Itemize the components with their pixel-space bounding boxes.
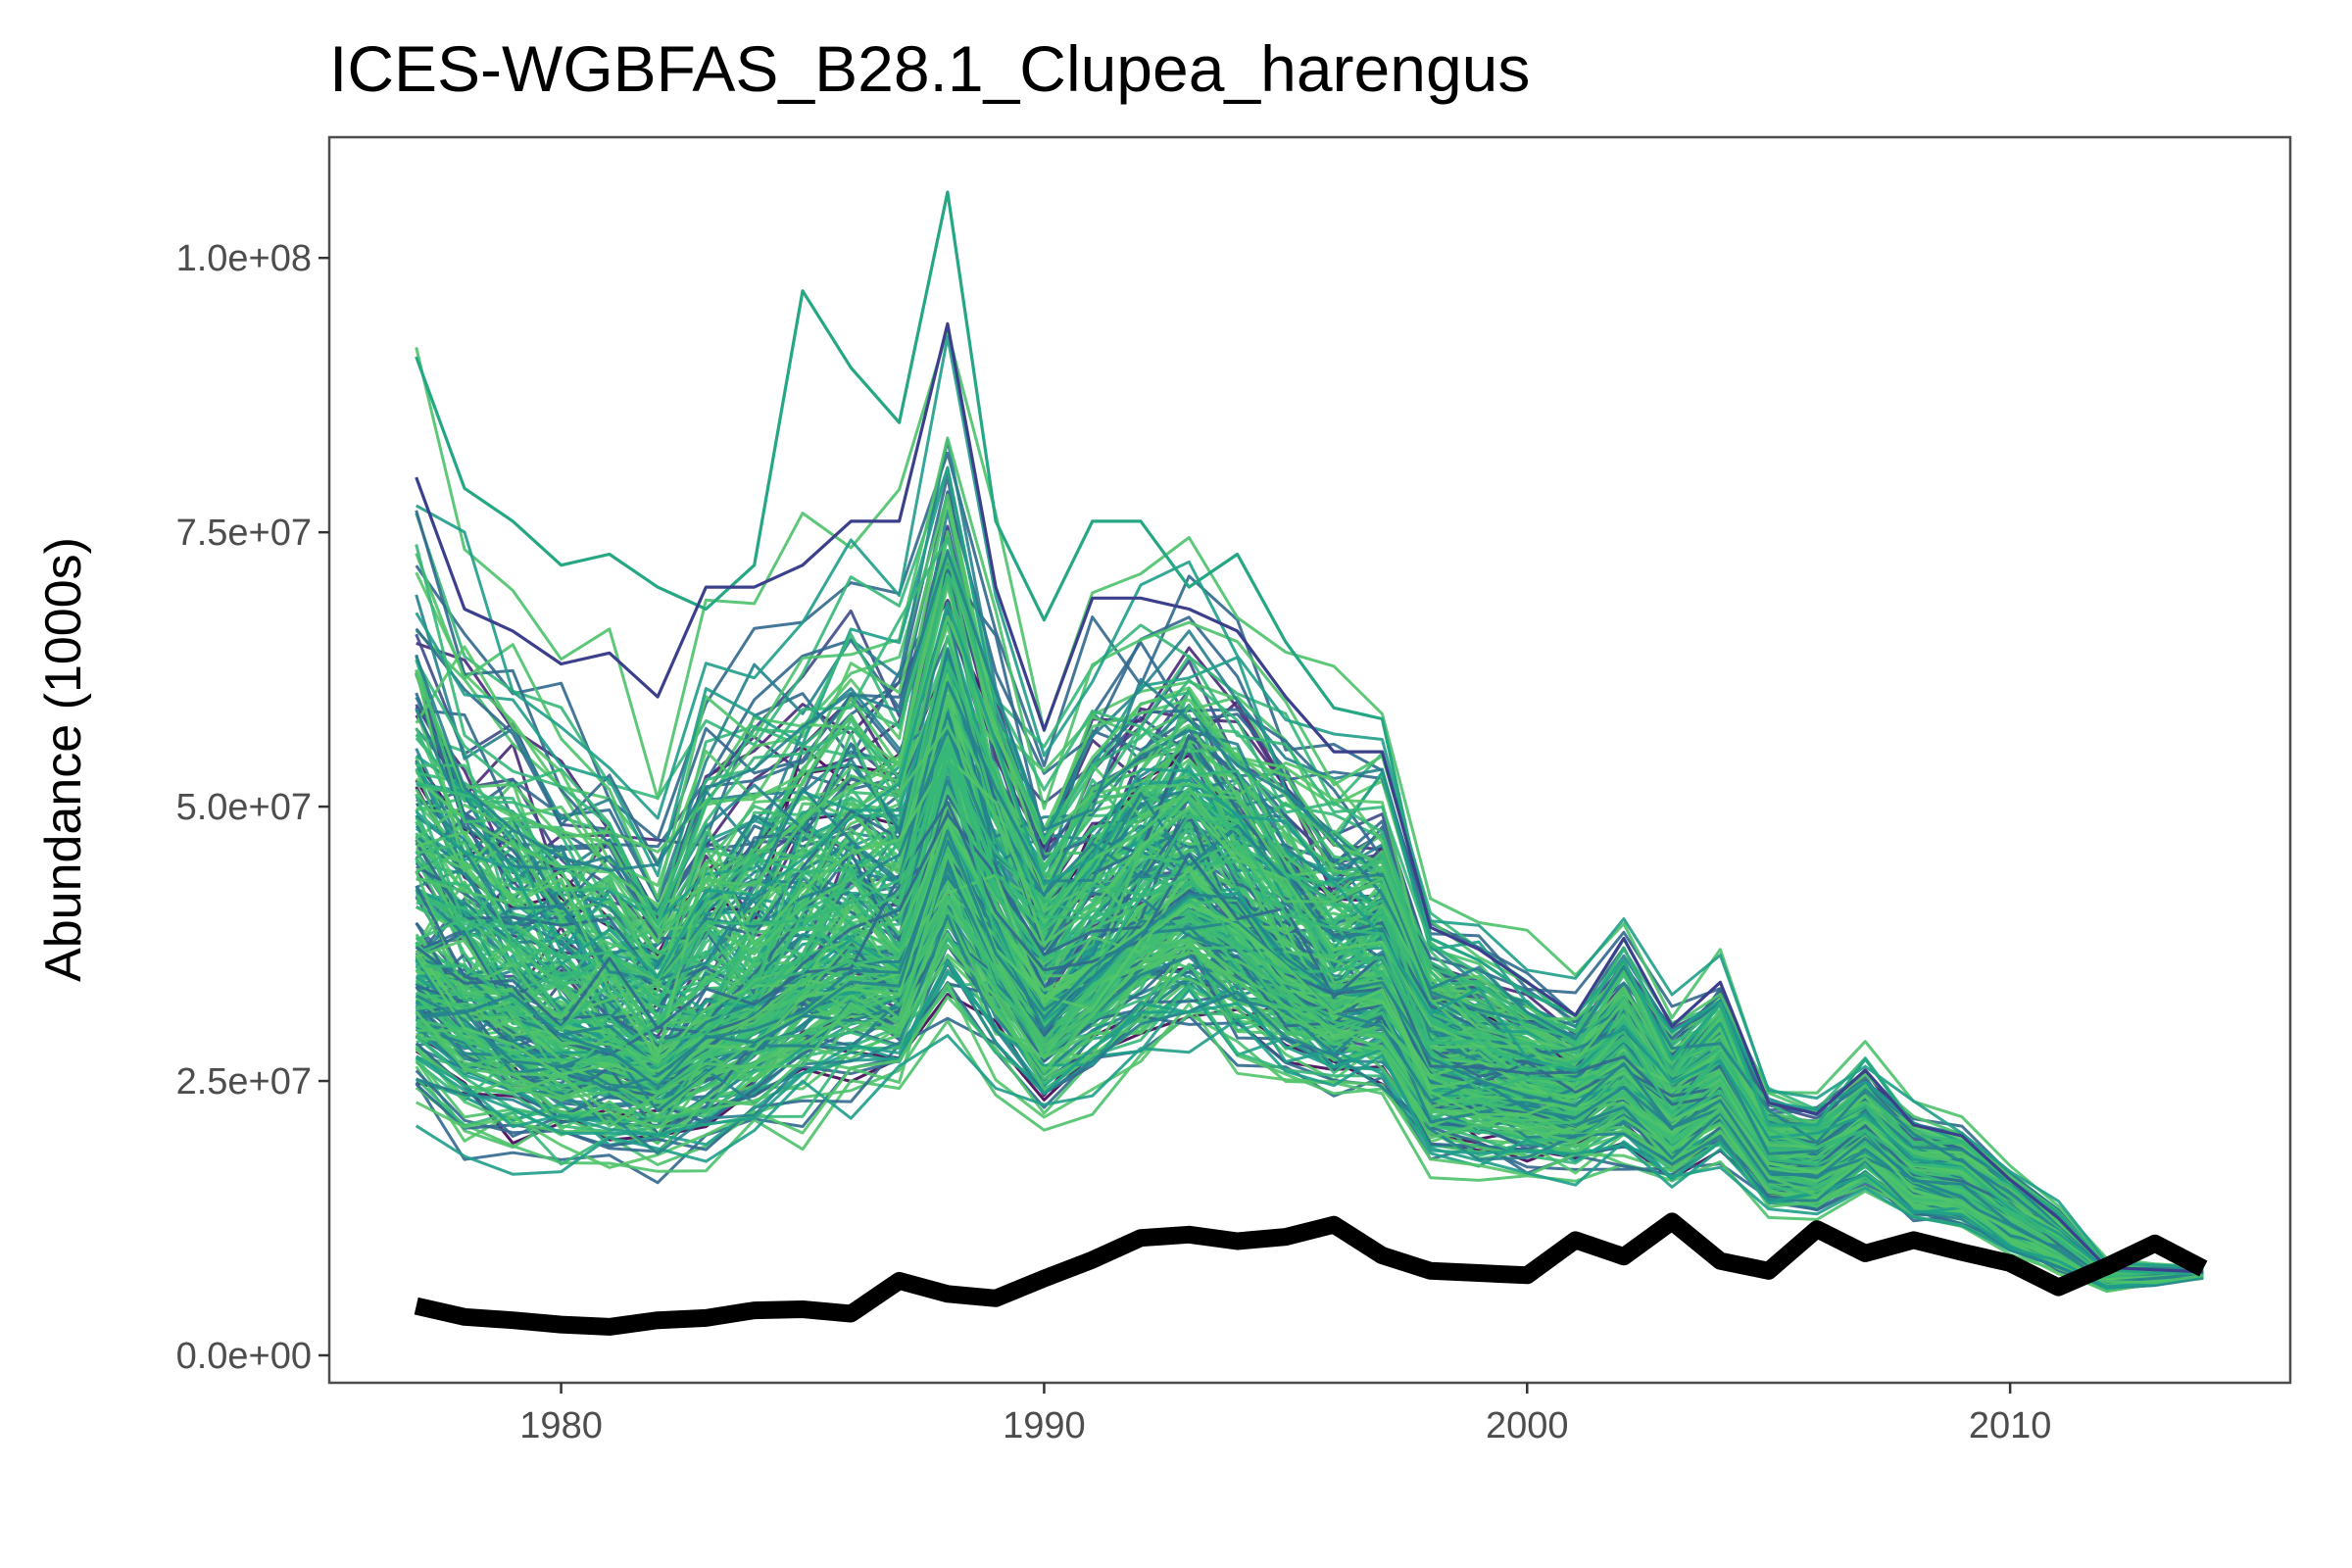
ensemble-series-line: [415, 647, 2204, 1272]
chart-title: ICES-WGBFAS_B28.1_Clupea_harengus: [329, 32, 1530, 105]
y-axis: 0.0e+00 2.5e+07 5.0e+07 7.5e+07 1.0e+08: [176, 238, 329, 1377]
ensemble-series-line: [416, 753, 2204, 1281]
ensemble-series-line: [415, 335, 2204, 1269]
ensemble-series-line: [415, 830, 2204, 1281]
ensemble-series-line: [415, 501, 2204, 1271]
ensemble-series-line: [415, 795, 2204, 1279]
x-tick-label: 1990: [1003, 1405, 1086, 1446]
ensemble-series-line: [415, 960, 2204, 1289]
ensemble-series-line: [416, 982, 2204, 1291]
x-tick-label: 2000: [1486, 1405, 1569, 1446]
x-tick-label: 1980: [519, 1405, 603, 1446]
ensemble-series-line: [415, 549, 2204, 1272]
ensemble-series-line: [415, 853, 2204, 1283]
x-axis: 1980 1990 2000 2010: [519, 1383, 2051, 1446]
reference-line-group: [414, 1212, 2208, 1336]
reference-series-line: [414, 1212, 2208, 1336]
ensemble-series-line: [416, 724, 2204, 1276]
ensemble-series-line: [416, 829, 2204, 1284]
ensemble-series-line: [415, 936, 2204, 1285]
y-tick-label: 5.0e+07: [176, 787, 312, 828]
ensemble-series-line: [415, 552, 2204, 1272]
y-axis-title: Abundance (1000s): [35, 537, 92, 982]
ensemble-series-line: [415, 741, 2204, 1279]
y-tick-label: 1.0e+08: [176, 238, 312, 279]
plot-panel-border: [327, 135, 2292, 1385]
ensemble-series-line: [416, 894, 2204, 1284]
x-tick-label: 2010: [1969, 1405, 2052, 1446]
ensemble-series-line: [415, 436, 2204, 1271]
outlier-lines: [415, 190, 2204, 1275]
ensemble-series-line: [416, 913, 2204, 1289]
y-tick-label: 2.5e+07: [176, 1061, 312, 1102]
ensemble-series-line: [415, 1017, 2204, 1291]
outlier-series-line: [415, 321, 2204, 1274]
ensemble-series-line: [415, 681, 2204, 1277]
y-tick-label: 7.5e+07: [176, 513, 312, 554]
ensemble-series-line: [415, 601, 2204, 1274]
y-tick-label: 0.0e+00: [176, 1336, 312, 1377]
ensemble-lines: [415, 329, 2204, 1294]
